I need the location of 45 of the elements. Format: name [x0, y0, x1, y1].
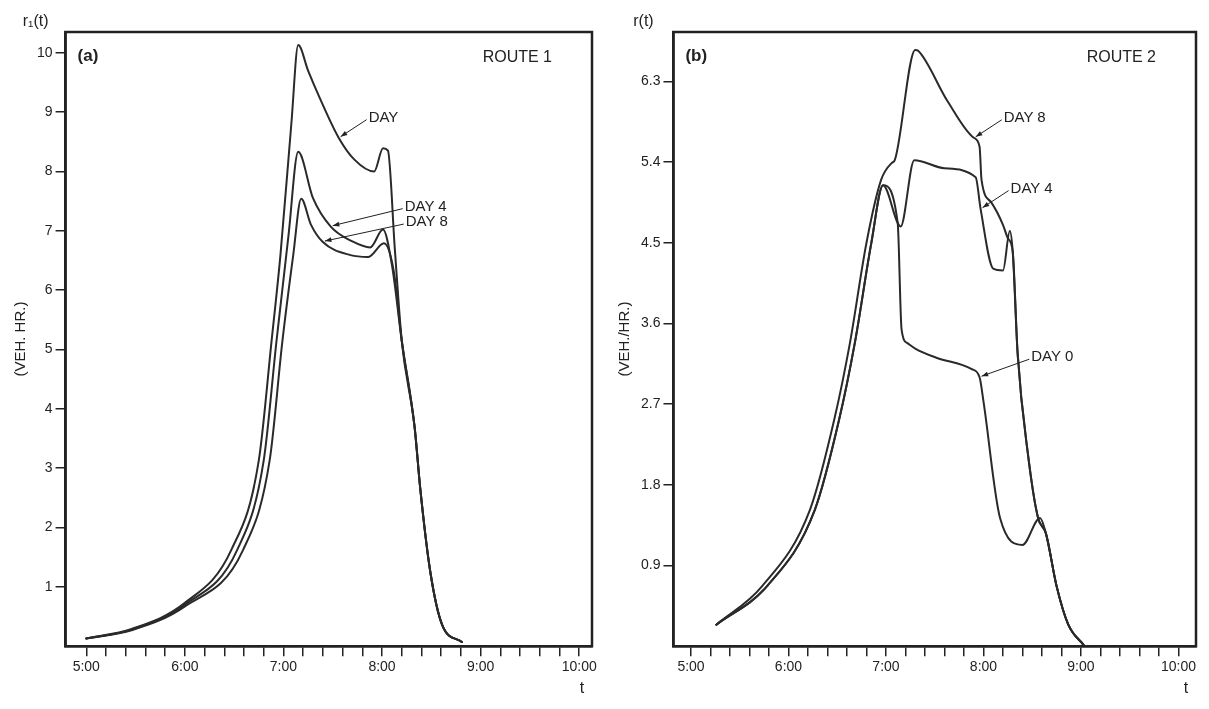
y-tick-label: 7: [44, 221, 53, 238]
annotation: DAY 8: [405, 212, 448, 230]
x-tick-label: 8:00: [969, 658, 998, 675]
x-tick-label: 5:00: [677, 658, 705, 675]
y-axis-title: (VEH./HR.): [615, 301, 633, 377]
y-tick-label: 5: [44, 340, 53, 357]
x-tick-label: 9:00: [1067, 658, 1095, 675]
y-tick-label: 9: [44, 102, 53, 119]
x-tick-label: 6:00: [171, 658, 199, 675]
y-tick-label: 10: [36, 43, 53, 60]
x-tick-label: 8:00: [368, 658, 396, 675]
y-tick-label: 5.4: [640, 152, 661, 169]
x-tick-label: 7:00: [872, 658, 900, 675]
x-tick-label: 10:00: [1160, 658, 1197, 675]
x-tick-label: 10:00: [561, 658, 597, 675]
y-tick-label: 2.7: [640, 394, 661, 411]
y-tick-label: 4: [44, 399, 53, 416]
annotation: (a): [77, 46, 99, 66]
x-axis-title: t: [579, 678, 585, 696]
y-tick-label: 6.3: [640, 72, 661, 89]
y-tick-label: 3.6: [640, 314, 661, 331]
annotation: (b): [685, 46, 708, 66]
y-tick-label: 2: [44, 518, 53, 535]
x-axis-title: t: [1183, 678, 1189, 696]
y-tick-label: 0.9: [640, 556, 661, 573]
chart-title: r(t): [633, 12, 654, 30]
annotation: DAY 0: [1031, 347, 1074, 365]
annotation: ROUTE 2: [1086, 48, 1157, 66]
annotation: DAY 8: [1003, 107, 1046, 125]
y-tick-label: 6: [44, 281, 53, 297]
annotation: DAY 4: [404, 196, 447, 214]
y-tick-label: 8: [44, 162, 53, 179]
chart-title: r₁(t): [22, 12, 49, 30]
annotation: ROUTE 1: [482, 48, 553, 66]
x-tick-label: 9:00: [466, 658, 495, 675]
x-tick-label: 7:00: [269, 658, 298, 675]
annotation: DAY: [368, 107, 399, 125]
annotation: DAY 4: [1010, 178, 1053, 196]
x-tick-label: 5:00: [72, 658, 101, 675]
y-tick-label: 4.5: [640, 233, 661, 250]
x-tick-label: 6:00: [774, 658, 803, 675]
y-tick-label: 3: [44, 459, 53, 476]
y-tick-label: 1.8: [640, 475, 661, 492]
y-tick-label: 1: [44, 577, 53, 594]
y-axis-title: (VEH. HR.): [11, 301, 29, 377]
